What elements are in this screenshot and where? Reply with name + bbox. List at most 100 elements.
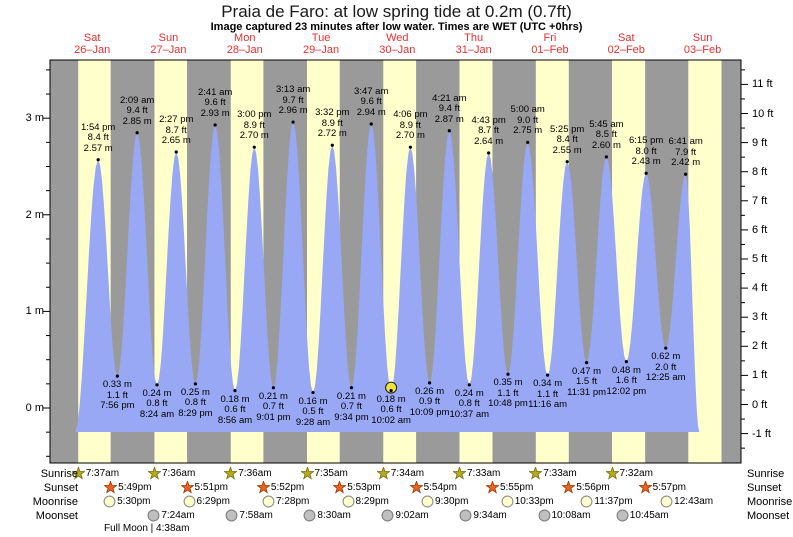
sunrise-time: 7:37am xyxy=(85,468,120,479)
sunrise-star-icon xyxy=(147,467,161,480)
tide-annotation-line: 8:24 am xyxy=(139,408,175,420)
sunrise-time-entry: 7:36am xyxy=(147,467,195,480)
tide-annotation-line: 7:56 pm xyxy=(100,400,135,412)
tide-annotation-line: 2.65 m xyxy=(161,135,191,146)
right-axis-label: 8 ft xyxy=(752,165,768,178)
day-weekday: Sun xyxy=(692,32,713,44)
moonrise-time: 8:29pm xyxy=(355,496,389,507)
tide-annotation-line: 0.7 ft xyxy=(340,401,363,413)
right-axis-label: 4 ft xyxy=(752,282,768,295)
left-axis-label: 3 m xyxy=(25,112,44,125)
tide-annotation-line: 6:15 pm xyxy=(628,135,664,147)
high-tide-annotation: 5:00 am 9.0 ft 2.75 m xyxy=(511,105,545,137)
high-tide-point xyxy=(135,131,139,135)
moonrise-time-entry: 6:29pm xyxy=(183,495,230,508)
sunrise-row-label-right: Sunrise xyxy=(747,468,785,480)
tide-annotation-line: 0.9 ft xyxy=(419,396,441,408)
day-weekday: Fri xyxy=(543,32,557,44)
tide-annotation-line: 10:02 am xyxy=(371,414,411,426)
moonrise-time: 5:30pm xyxy=(117,496,151,507)
moonrise-time-entry: 9:30pm xyxy=(421,495,468,508)
tide-annotation-line: 12:25 am xyxy=(645,372,686,384)
high-tide-point xyxy=(487,151,491,155)
tide-annotation-line: 5:25 pm xyxy=(549,123,585,135)
moonrise-time-entry: 7:28pm xyxy=(262,495,309,508)
tide-annotation-line: 0.34 m xyxy=(533,378,563,390)
tide-annotation-line: 8.7 ft xyxy=(165,124,187,136)
tide-annotation-line: 2.43 m xyxy=(631,156,661,168)
low-tide-point xyxy=(584,360,589,365)
tide-annotation-line: 9.6 ft xyxy=(204,97,226,109)
tide-annotation-line: 3:13 am xyxy=(275,84,311,96)
day-weekday: Tue xyxy=(311,32,331,44)
tide-annotation-line: 0.33 m xyxy=(102,379,132,391)
low-tide-point xyxy=(155,383,159,387)
sunset-time-entry: 5:53pm xyxy=(333,481,381,494)
high-tide-point xyxy=(213,123,217,127)
tide-annotation-line: 2:27 pm xyxy=(159,114,194,125)
day-date: 03–Feb xyxy=(683,44,722,56)
day-weekday: Mon xyxy=(234,32,256,44)
tide-annotation-line: 3:00 pm xyxy=(237,109,272,121)
right-axis-label: 9 ft xyxy=(752,136,768,149)
tide-annotation-line: 9.7 ft xyxy=(282,94,304,106)
tide-annotation-line: 9.6 ft xyxy=(360,96,382,108)
sunset-star-icon xyxy=(180,481,194,494)
day-weekday: Sun xyxy=(158,32,179,44)
right-axis-label: 3 ft xyxy=(752,311,768,324)
tide-annotation-line: 8:56 am xyxy=(217,414,253,426)
low-tide-point xyxy=(467,383,471,387)
moonrise-circle-icon xyxy=(580,495,593,508)
tide-annotation-line: 10:37 am xyxy=(449,408,490,420)
sunrise-time-entry: 7:32am xyxy=(605,467,653,480)
low-tide-annotation: 0.18 m 0.6 ft 10:02 am xyxy=(371,394,411,427)
tide-annotation-line: 2.70 m xyxy=(395,130,425,142)
sunset-time: 5:52pm xyxy=(270,482,305,493)
tide-annotation-line: 2.96 m xyxy=(278,105,308,117)
tide-annotation-line: 6:41 am xyxy=(668,136,703,148)
tide-annotation-line: 4:21 am xyxy=(432,92,467,104)
tide-annotation-line: 0.5 ft xyxy=(302,406,324,418)
right-axis-label: 6 ft xyxy=(752,223,768,236)
tide-annotation-line: 11:16 am xyxy=(528,399,568,411)
sunrise-time-entry: 7:35am xyxy=(300,467,348,480)
moonrise-time-entry: 12:43am xyxy=(660,495,713,508)
sunset-time-entry: 5:51pm xyxy=(180,481,228,494)
sunset-time: 5:53pm xyxy=(347,482,381,493)
moonrise-time: 10:33pm xyxy=(514,496,554,507)
low-tide-point xyxy=(271,386,276,390)
low-tide-point xyxy=(428,381,432,385)
high-tide-annotation: 6:41 am 7.9 ft 2.42 m xyxy=(668,137,702,169)
tide-annotation-line: 0.24 m xyxy=(454,387,484,399)
day-label: Mon 28–Jan xyxy=(227,32,263,56)
high-tide-point xyxy=(565,160,569,164)
tide-annotation-line: 7.9 ft xyxy=(675,146,697,158)
high-tide-point xyxy=(526,140,530,144)
tide-annotation-line: 3:47 am xyxy=(354,85,389,97)
right-axis-label: 11 ft xyxy=(752,78,773,91)
left-axis-label: 0 m xyxy=(25,402,44,414)
moonrise-time: 7:28pm xyxy=(275,496,310,507)
moonset-time: 8:30am xyxy=(317,510,351,521)
tide-annotation-line: 8.9 ft xyxy=(243,119,265,131)
low-tide-point xyxy=(311,390,315,395)
left-axis-label: 2 m xyxy=(25,208,44,221)
low-tide-annotation: 0.48 m 1.6 ft 12:02 pm xyxy=(607,365,647,398)
right-axis-label: 1 ft xyxy=(752,369,768,382)
tide-annotation-line: 0.18 m xyxy=(220,393,250,405)
sunset-time: 5:55pm xyxy=(499,482,534,493)
low-tide-point xyxy=(349,386,354,390)
sunrise-star-icon xyxy=(453,467,466,480)
moonrise-time-entry: 11:37pm xyxy=(580,495,633,508)
day-weekday: Wed xyxy=(386,32,409,44)
high-tide-point xyxy=(291,120,295,124)
moonset-time-entry: 10:08am xyxy=(538,509,590,522)
tide-annotation-line: 0.8 ft xyxy=(458,398,480,410)
low-tide-point xyxy=(115,374,119,378)
sunrise-time-entry: 7:36am xyxy=(224,467,272,480)
right-axis-label: 5 ft xyxy=(752,253,768,265)
moonset-circle-icon xyxy=(303,509,316,522)
sunset-time-entry: 5:55pm xyxy=(485,481,534,494)
tide-annotation-line: 0.8 ft xyxy=(184,397,206,409)
